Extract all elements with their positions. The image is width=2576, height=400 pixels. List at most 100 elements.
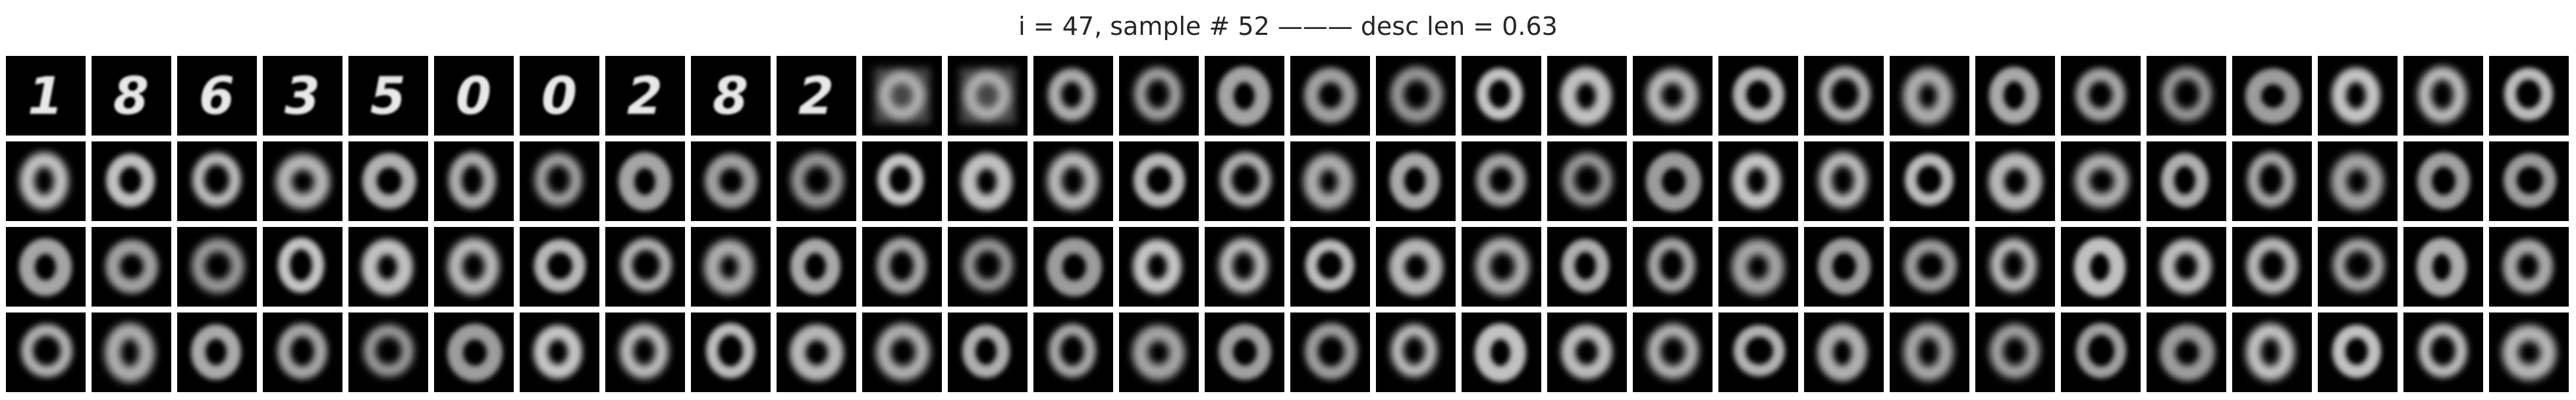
sample-tile-r2-c15	[1205, 141, 1284, 221]
sample-tile-r4-c16	[1290, 312, 1370, 392]
sample-tile-r4-c4	[263, 312, 343, 392]
sample-tile-r3-c14	[1119, 227, 1199, 307]
svg-text:0: 0	[541, 67, 577, 126]
sample-tile-r3-c25	[2061, 227, 2141, 307]
sample-tile-r4-c19	[1547, 312, 1627, 392]
sample-tile-r2-c5	[348, 141, 428, 221]
sample-tile-r2-c9	[691, 141, 771, 221]
svg-text:2: 2	[627, 67, 663, 126]
sample-tile-r2-c22	[1804, 141, 1884, 221]
sample-tile-r4-c22	[1804, 312, 1884, 392]
sample-tile-r1-c4: 3	[263, 56, 343, 136]
sample-tile-r3-c12	[948, 227, 1028, 307]
sample-tile-r3-c2	[92, 227, 171, 307]
sample-tile-r1-c26	[2147, 56, 2226, 136]
sample-tile-r1-c21	[1718, 56, 1798, 136]
sample-tile-r3-c20	[1633, 227, 1713, 307]
sample-tile-r2-c23	[1890, 141, 1969, 221]
sample-tile-r4-c20	[1633, 312, 1713, 392]
sample-tile-r3-c16	[1290, 227, 1370, 307]
sample-tile-r1-c5: 5	[348, 56, 428, 136]
sample-tile-r3-c17	[1376, 227, 1456, 307]
sample-tile-r3-c18	[1462, 227, 1541, 307]
sample-tile-r2-c27	[2232, 141, 2312, 221]
svg-text:5: 5	[370, 67, 406, 126]
sample-tile-r3-c27	[2232, 227, 2312, 307]
sample-tile-r3-c4	[263, 227, 343, 307]
sample-tile-r1-c19	[1547, 56, 1627, 136]
sample-tile-r1-c29	[2403, 56, 2483, 136]
sample-tile-r4-c6	[434, 312, 514, 392]
sample-tile-r1-c8: 2	[605, 56, 685, 136]
sample-tile-r4-c9	[691, 312, 771, 392]
sample-tile-r4-c10	[777, 312, 856, 392]
sample-tile-r4-c18	[1462, 312, 1541, 392]
sample-tile-r4-c30	[2489, 312, 2569, 392]
sample-tile-r1-c10: 2	[777, 56, 856, 136]
sample-tile-r2-c25	[2061, 141, 2141, 221]
sample-tile-r2-c14	[1119, 141, 1199, 221]
svg-text:0: 0	[456, 67, 491, 126]
sample-tile-r1-c9: 8	[691, 56, 771, 136]
sample-tile-r2-c16	[1290, 141, 1370, 221]
sample-tile-r1-c13	[1033, 56, 1113, 136]
svg-text:1: 1	[28, 67, 63, 126]
sample-tile-r1-c27	[2232, 56, 2312, 136]
sample-tile-r3-c5	[348, 227, 428, 307]
sample-tile-r3-c28	[2318, 227, 2398, 307]
sample-tile-r2-c21	[1718, 141, 1798, 221]
sample-tile-r1-c23	[1890, 56, 1969, 136]
sample-tile-r3-c26	[2147, 227, 2226, 307]
sample-tile-r1-c20	[1633, 56, 1713, 136]
svg-text:8: 8	[113, 67, 149, 126]
sample-tile-r2-c2	[92, 141, 171, 221]
sample-tile-r2-c8	[605, 141, 685, 221]
sample-tile-r1-c18	[1462, 56, 1541, 136]
sample-tile-r2-c3	[177, 141, 257, 221]
sample-tile-r1-c25	[2061, 56, 2141, 136]
sample-tile-r2-c20	[1633, 141, 1713, 221]
sample-tile-r1-c12	[948, 56, 1028, 136]
sample-tile-r3-c1	[6, 227, 86, 307]
sample-tile-r1-c30	[2489, 56, 2569, 136]
sample-tile-r3-c23	[1890, 227, 1969, 307]
sample-tile-r1-c24	[1975, 56, 2055, 136]
sample-tile-r2-c17	[1376, 141, 1456, 221]
sample-tile-r1-c1: 1	[6, 56, 86, 136]
sample-tile-r3-c30	[2489, 227, 2569, 307]
sample-tile-r4-c17	[1376, 312, 1456, 392]
sample-tile-r2-c24	[1975, 141, 2055, 221]
sample-tile-r1-c2: 8	[92, 56, 171, 136]
sample-tile-r3-c22	[1804, 227, 1884, 307]
sample-tile-r4-c12	[948, 312, 1028, 392]
sample-image-grid: 1 8 6	[6, 56, 2571, 395]
sample-tile-r1-c11	[862, 56, 942, 136]
sample-tile-r4-c14	[1119, 312, 1199, 392]
sample-tile-r4-c24	[1975, 312, 2055, 392]
sample-tile-r2-c13	[1033, 141, 1113, 221]
sample-tile-r3-c29	[2403, 227, 2483, 307]
svg-text:6: 6	[199, 67, 234, 126]
sample-tile-r2-c12	[948, 141, 1028, 221]
sample-tile-r2-c18	[1462, 141, 1541, 221]
sample-tile-r4-c2	[92, 312, 171, 392]
sample-tile-r3-c6	[434, 227, 514, 307]
sample-tile-r2-c26	[2147, 141, 2226, 221]
sample-tile-r4-c15	[1205, 312, 1284, 392]
sample-tile-r4-c3	[177, 312, 257, 392]
sample-tile-r3-c19	[1547, 227, 1627, 307]
sample-tile-r3-c3	[177, 227, 257, 307]
sample-tile-r1-c22	[1804, 56, 1884, 136]
sample-tile-r4-c27	[2232, 312, 2312, 392]
sample-tile-r2-c1	[6, 141, 86, 221]
sample-tile-r1-c28	[2318, 56, 2398, 136]
sample-tile-r4-c23	[1890, 312, 1969, 392]
sample-tile-r4-c29	[2403, 312, 2483, 392]
svg-text:2: 2	[798, 67, 834, 126]
sample-tile-r2-c6	[434, 141, 514, 221]
sample-tile-r3-c10	[777, 227, 856, 307]
sample-tile-r4-c13	[1033, 312, 1113, 392]
sample-tile-r2-c7	[520, 141, 599, 221]
sample-tile-r2-c11	[862, 141, 942, 221]
sample-tile-r3-c8	[605, 227, 685, 307]
